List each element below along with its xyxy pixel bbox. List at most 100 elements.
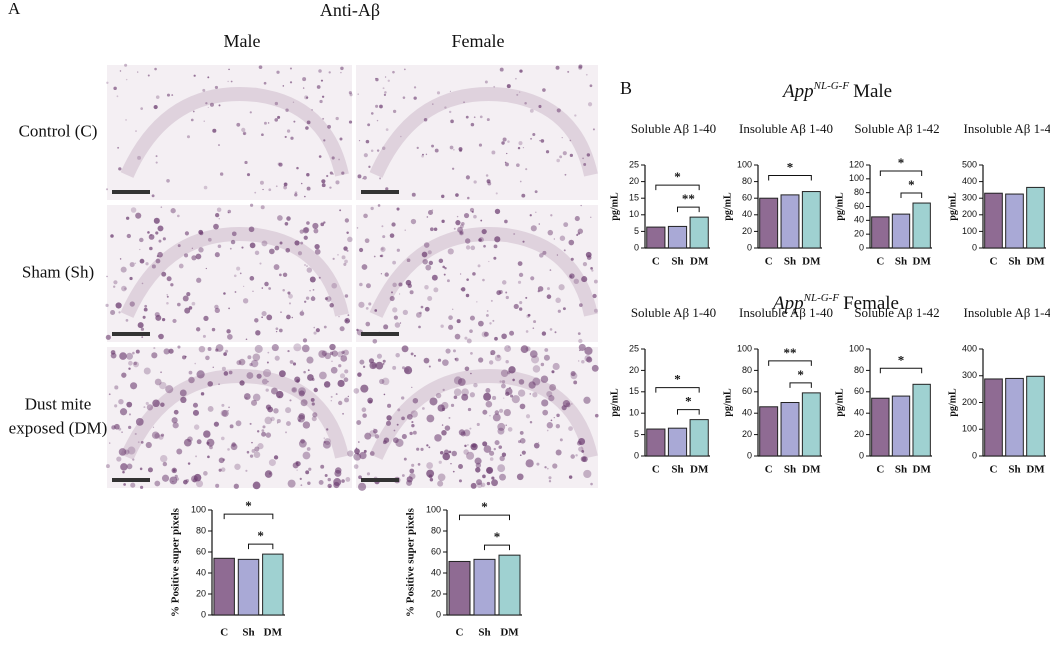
stain xyxy=(577,332,581,335)
stain xyxy=(505,424,507,427)
scale-bar xyxy=(361,332,399,336)
stain xyxy=(228,307,230,310)
stain xyxy=(519,69,523,73)
row-label: exposed (DM) xyxy=(9,418,108,437)
heading-part: Male xyxy=(853,81,892,102)
stain xyxy=(172,469,176,472)
stain xyxy=(171,94,174,96)
stain xyxy=(429,397,438,406)
stain xyxy=(319,99,323,104)
stain xyxy=(418,325,421,329)
stain xyxy=(174,474,178,478)
stain xyxy=(519,91,521,93)
stain xyxy=(129,301,135,307)
stain xyxy=(442,388,445,391)
stain xyxy=(184,355,187,358)
stain xyxy=(288,293,293,299)
stain xyxy=(449,110,452,114)
stain xyxy=(451,167,455,170)
stain xyxy=(273,455,279,460)
stain xyxy=(105,464,110,469)
stain xyxy=(518,379,525,385)
stain xyxy=(312,222,319,230)
stain xyxy=(125,216,130,220)
y-tick-label: 5 xyxy=(634,429,639,439)
stain xyxy=(532,327,535,330)
stain xyxy=(578,446,584,452)
stain xyxy=(347,236,353,243)
stain xyxy=(541,399,549,407)
stain xyxy=(261,431,267,437)
x-tick-label: C xyxy=(990,464,998,476)
stain xyxy=(218,144,220,146)
stain xyxy=(407,283,412,288)
stain xyxy=(437,358,442,362)
stain xyxy=(553,416,555,419)
stain xyxy=(202,88,206,92)
stain xyxy=(365,307,369,310)
stain xyxy=(428,365,431,368)
stain xyxy=(264,416,273,425)
stain xyxy=(574,216,580,222)
stain xyxy=(161,474,170,482)
stain xyxy=(335,180,340,185)
stain xyxy=(205,102,208,105)
stain xyxy=(126,401,133,408)
stain xyxy=(444,267,447,270)
stain xyxy=(511,395,520,404)
stain xyxy=(193,424,200,430)
stain xyxy=(326,174,329,178)
bar xyxy=(262,553,284,616)
stain xyxy=(486,179,491,184)
stain xyxy=(470,245,476,251)
y-tick-label: 80 xyxy=(742,365,752,375)
stain xyxy=(332,257,335,260)
stain xyxy=(556,413,560,418)
stain xyxy=(245,338,248,340)
stain xyxy=(222,458,226,461)
stain xyxy=(359,282,363,287)
chart-title: Insoluble Aβ 1-40 xyxy=(739,305,833,320)
stain xyxy=(312,288,315,291)
stain xyxy=(285,247,291,253)
significance-label: * xyxy=(674,169,681,184)
stain xyxy=(157,225,164,232)
stain xyxy=(449,90,452,93)
stain xyxy=(450,403,455,408)
stain xyxy=(552,362,560,371)
stain xyxy=(249,242,256,249)
stain xyxy=(262,425,266,429)
chart-title: Soluble Aβ 1-42 xyxy=(854,305,939,320)
stain xyxy=(374,309,378,312)
stain xyxy=(195,253,202,260)
stain xyxy=(587,102,593,107)
bar xyxy=(984,192,1003,249)
stain xyxy=(347,450,354,457)
y-tick-label: 5 xyxy=(634,226,639,236)
stain xyxy=(529,393,531,395)
stain xyxy=(311,416,317,422)
stain xyxy=(252,481,261,490)
stain xyxy=(163,348,170,355)
stain xyxy=(145,441,152,449)
stain xyxy=(354,448,360,455)
stain xyxy=(252,393,261,402)
stain xyxy=(464,444,467,448)
stain xyxy=(277,115,281,119)
stain xyxy=(530,276,535,281)
stain xyxy=(288,302,292,305)
stain xyxy=(313,228,319,234)
stain xyxy=(483,445,492,453)
stain xyxy=(375,361,384,370)
stain xyxy=(285,108,289,112)
stain xyxy=(200,392,205,396)
stain xyxy=(478,238,482,242)
stain xyxy=(300,484,303,487)
y-tick-label: 15 xyxy=(629,193,639,203)
stain xyxy=(324,438,331,446)
stain xyxy=(525,168,528,171)
stain xyxy=(233,483,239,489)
stain xyxy=(300,399,308,407)
stain xyxy=(218,104,221,107)
